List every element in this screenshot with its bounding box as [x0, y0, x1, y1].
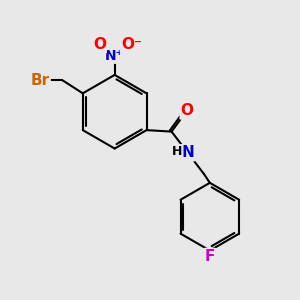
Text: H: H — [172, 145, 183, 158]
Text: N⁺: N⁺ — [105, 49, 124, 63]
Text: Br: Br — [31, 73, 50, 88]
Text: O: O — [181, 103, 194, 118]
Text: F: F — [205, 249, 215, 264]
Text: O⁻: O⁻ — [121, 37, 142, 52]
Text: O: O — [93, 37, 106, 52]
Text: N: N — [182, 145, 194, 160]
